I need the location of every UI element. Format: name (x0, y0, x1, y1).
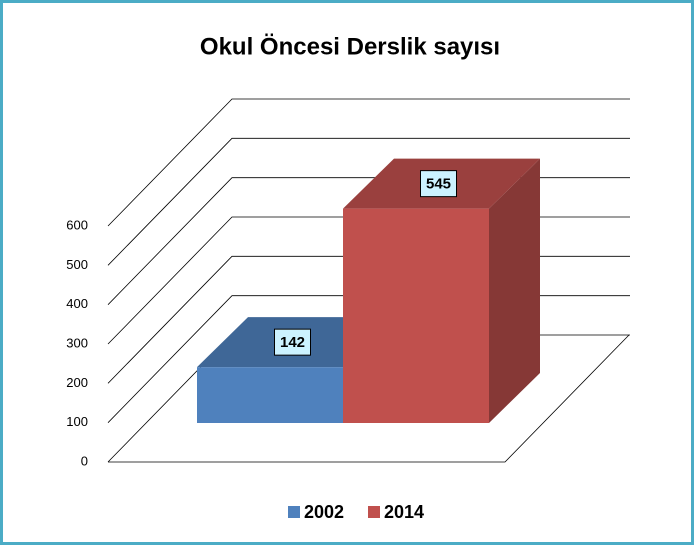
y-tick-label: 100 (66, 414, 88, 429)
chart-title: Okul Öncesi Derslik sayısı (200, 33, 500, 60)
legend-label: 2014 (384, 502, 424, 522)
y-tick-label: 0 (81, 453, 88, 468)
legend-swatch (288, 506, 300, 518)
bar-side (489, 158, 540, 423)
data-label-box (274, 328, 311, 356)
data-label: 142 (280, 334, 305, 351)
legend-swatch (368, 506, 380, 518)
legend-label: 2002 (304, 502, 344, 522)
y-tick-label: 200 (66, 375, 88, 390)
y-tick-label: 400 (66, 296, 88, 311)
y-tick-label: 600 (66, 217, 88, 232)
data-label: 545 (426, 176, 451, 193)
bar (197, 367, 343, 423)
y-tick-label: 500 (66, 257, 88, 272)
bar (343, 208, 489, 423)
y-tick-label: 300 (66, 335, 88, 350)
grid-line (107, 137, 630, 266)
grid-line (107, 98, 630, 227)
data-label-box (420, 170, 457, 198)
floor (108, 334, 630, 463)
